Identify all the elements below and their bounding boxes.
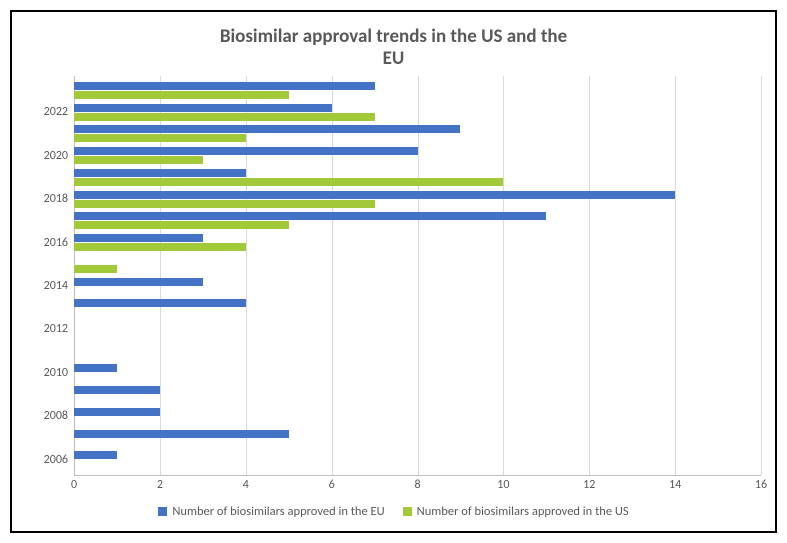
x-axis-labels: 0246810121416 <box>74 476 761 498</box>
x-tick-label: 14 <box>669 478 681 492</box>
bar-eu <box>74 299 246 307</box>
bar-eu <box>74 147 418 155</box>
y-tick-label: 2012 <box>44 322 68 336</box>
bar-us <box>74 91 289 99</box>
bar-eu <box>74 278 203 286</box>
chart-title-line1: Biosimilar approval trends in the US and… <box>220 25 567 48</box>
legend-label-eu: Number of biosimilars approved in the EU <box>172 504 384 519</box>
gridline <box>761 76 762 475</box>
legend-label-us: Number of biosimilars approved in the US <box>417 504 629 519</box>
bar-eu <box>74 125 460 133</box>
bar-us <box>74 221 289 229</box>
bar-eu <box>74 430 289 438</box>
bar-us <box>74 134 246 142</box>
bar-eu <box>74 408 160 416</box>
x-tick-label: 6 <box>329 478 335 492</box>
x-tick-label: 8 <box>414 478 420 492</box>
y-tick-label: 2022 <box>44 105 68 119</box>
bar-eu <box>74 169 246 177</box>
y-tick-label: 2014 <box>44 279 68 293</box>
gridline <box>589 76 590 475</box>
plot-area <box>74 76 761 476</box>
bar-us <box>74 156 203 164</box>
bar-us <box>74 243 246 251</box>
chart-title-line2: EU <box>383 47 405 70</box>
gridline <box>332 76 333 475</box>
plot-wrap: 2006 2008 2010 2012 2014 2016 2018 2020 2022 <box>26 76 761 476</box>
gridline <box>418 76 419 475</box>
y-tick-label: 2008 <box>44 409 68 423</box>
bar-us <box>74 265 117 273</box>
x-tick-label: 12 <box>583 478 595 492</box>
bar-eu <box>74 451 117 459</box>
bar-eu <box>74 234 203 242</box>
x-tick-label: 2 <box>157 478 163 492</box>
gridline <box>503 76 504 475</box>
bar-eu <box>74 191 675 199</box>
legend-swatch-eu <box>158 507 167 516</box>
bar-us <box>74 113 375 121</box>
x-tick-label: 16 <box>755 478 767 492</box>
y-tick-label: 2018 <box>44 192 68 206</box>
bar-eu <box>74 212 546 220</box>
legend-item-eu: Number of biosimilars approved in the EU <box>158 504 384 519</box>
legend-swatch-us <box>403 507 412 516</box>
y-axis: 2006 2008 2010 2012 2014 2016 2018 2020 2022 <box>26 76 74 476</box>
y-tick-label: 2006 <box>44 453 68 467</box>
bar-eu <box>74 364 117 372</box>
x-tick-label: 0 <box>71 478 77 492</box>
gridline <box>246 76 247 475</box>
x-axis-spacer <box>26 476 74 498</box>
legend-item-us: Number of biosimilars approved in the US <box>403 504 629 519</box>
x-tick-label: 10 <box>497 478 509 492</box>
bar-eu <box>74 82 375 90</box>
bar-eu <box>74 386 160 394</box>
x-axis: 0246810121416 <box>26 476 761 498</box>
bar-us <box>74 200 375 208</box>
gridline <box>675 76 676 475</box>
y-tick-label: 2016 <box>44 236 68 250</box>
chart-frame: Biosimilar approval trends in the US and… <box>10 10 777 533</box>
bar-us <box>74 178 503 186</box>
legend: Number of biosimilars approved in the EU… <box>26 498 761 521</box>
y-tick-label: 2010 <box>44 366 68 380</box>
chart-title: Biosimilar approval trends in the US and… <box>26 22 761 76</box>
y-tick-label: 2020 <box>44 149 68 163</box>
x-tick-label: 4 <box>243 478 249 492</box>
bar-eu <box>74 104 332 112</box>
